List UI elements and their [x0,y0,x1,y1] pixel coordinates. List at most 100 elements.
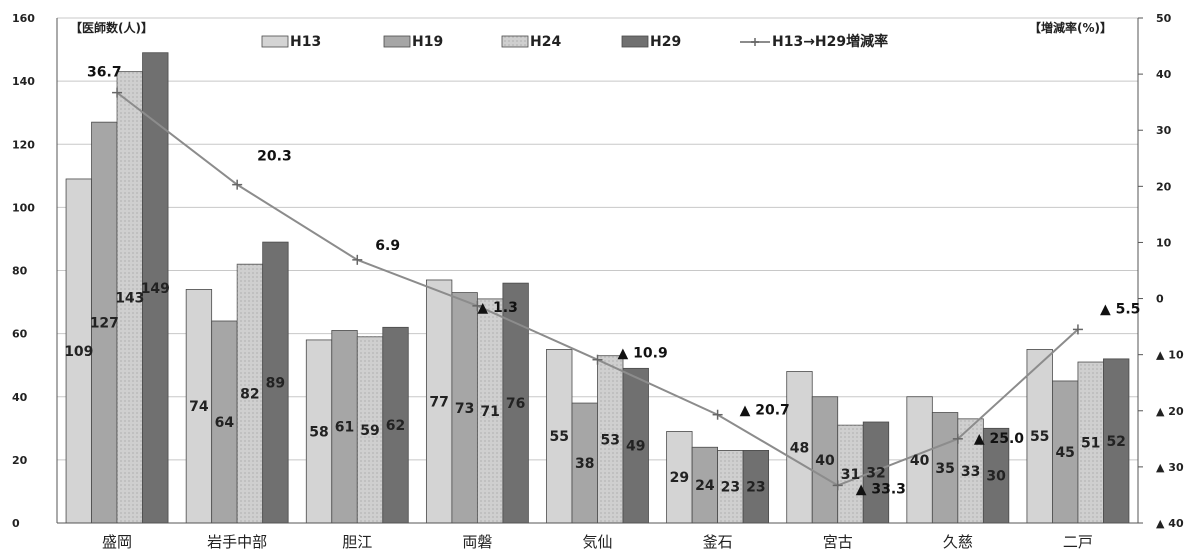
bar-value-label: 149 [141,281,170,297]
right-tick-label: 40 [1156,68,1172,81]
bar-value-label: 143 [115,290,144,306]
bar-H19-1 [211,320,238,524]
bar-pattern-1 [237,264,263,523]
right-tick-label: ▲ 10 [1156,349,1184,362]
axis-layer: 0 20 40 60 80 100 120 140 160 ▲ 40 ▲ 30 ▲ 20 ▲ 10 0 10… [12,12,1184,551]
bar-value-label: 61 [335,420,354,436]
category-label: 盛岡 [102,533,132,551]
legend-label-H13: H13 [290,34,321,50]
bar-H29-5 [742,450,770,524]
bar-pattern-6 [837,425,864,523]
bar-value-label: 55 [550,429,569,445]
bar-H13-7 [906,396,933,524]
left-tick-label: 120 [12,138,35,151]
bar-H13-3 [425,279,453,524]
bar-H29-1 [262,241,289,524]
legend-label-H24: H24 [530,34,561,50]
bar-H13-5 [666,431,693,524]
bar-value-label: 29 [670,470,689,486]
bar-value-label: 62 [386,418,405,434]
category-label: 久慈 [943,533,973,551]
category-label: 気仙 [582,533,612,551]
right-tick-label: ▲ 30 [1156,461,1184,474]
bar-pattern-4 [597,355,623,523]
left-tick-label: 160 [12,12,35,25]
bar-pattern-5 [717,450,744,523]
bar-value-label: 52 [1106,434,1125,450]
left-tick-label: 100 [12,201,35,214]
rate-value-label: 36.7 [87,65,122,81]
legend-label-H29: H29 [650,34,681,50]
right-tick-label: 20 [1156,180,1172,193]
bar-H29-4 [622,367,649,524]
left-tick-label: 140 [12,75,35,88]
rate-value-label: ▲ 33.3 [856,481,906,497]
line-layer [112,87,1083,491]
bar-H29-8 [1103,358,1130,524]
legend-swatch-H19 [383,35,411,48]
right-tick-label: ▲ 40 [1156,517,1184,530]
legend-label-H19: H19 [412,34,443,50]
bar-value-label: 40 [815,453,835,469]
bar-value-label: 31 [841,467,860,483]
bar-value-label: 89 [266,376,285,392]
left-tick-label: 0 [12,517,20,530]
right-tick-label: ▲ 20 [1156,405,1184,418]
bar-H13-6 [786,371,813,524]
rate-value-label: ▲ 5.5 [1100,301,1140,317]
bar-value-label: 59 [360,423,379,439]
bar-H29-2 [382,326,409,524]
bar-value-label: 32 [866,466,885,482]
right-tick-label: 50 [1156,12,1172,25]
category-label: 両磐 [462,533,492,551]
bar-pattern-2 [357,336,383,523]
legend-swatch-H29 [621,35,649,48]
bar-pattern-8 [1077,362,1104,523]
bar-H29-0 [142,52,169,524]
bar-value-label: 49 [626,439,645,455]
legend-swatch-H13 [261,35,289,48]
category-label: 宮古 [823,533,853,551]
category-label: 二戸 [1063,533,1093,551]
bar-H13-0 [65,178,92,524]
bar-value-label: 38 [575,456,594,472]
rate-value-label: 6.9 [375,238,400,254]
rate-value-label: ▲ 10.9 [618,346,668,362]
bar-H19-5 [691,446,719,524]
legend-pattern [502,36,528,47]
bar-value-label: 71 [480,404,499,420]
right-tick-label: 30 [1156,124,1172,137]
bar-value-label: 76 [506,396,525,412]
legend-layer: H13 H19 H24 H29 H13→H29増減率 [261,33,888,50]
left-tick-label: 40 [12,391,28,404]
left-tick-label: 20 [12,454,28,467]
bar-pattern-0 [117,71,143,523]
legend-label-rate: H13→H29増減率 [772,33,888,50]
bar-H29-7 [982,427,1010,524]
bar-H19-3 [451,292,478,524]
bar-value-label: 40 [910,453,930,469]
bar-value-label: 58 [309,424,328,440]
right-axis-label: 【増減率(%)】 [1029,20,1112,35]
bar-H13-4 [546,349,573,524]
bar-value-label: 73 [455,401,474,417]
right-tick-label: 0 [1156,293,1164,306]
bar-H19-7 [931,412,959,524]
left-tick-label: 80 [12,265,28,278]
bar-pattern-3 [477,298,503,523]
bar-value-label: 45 [1055,445,1074,461]
bar-value-label: 48 [790,440,809,456]
category-label: 胆江 [342,533,372,551]
bar-value-label: 77 [429,394,448,410]
bar-value-label: 127 [90,316,119,332]
bar-value-label: 35 [935,461,954,477]
bar-value-label: 74 [189,399,209,415]
bar-value-label: 53 [601,432,620,448]
bar-value-label: 109 [64,344,93,360]
category-label: 岩手中部 [207,533,267,551]
bar-value-label: 82 [240,387,259,403]
bar-H13-2 [305,339,333,524]
rate-value-label: 20.3 [257,149,292,165]
